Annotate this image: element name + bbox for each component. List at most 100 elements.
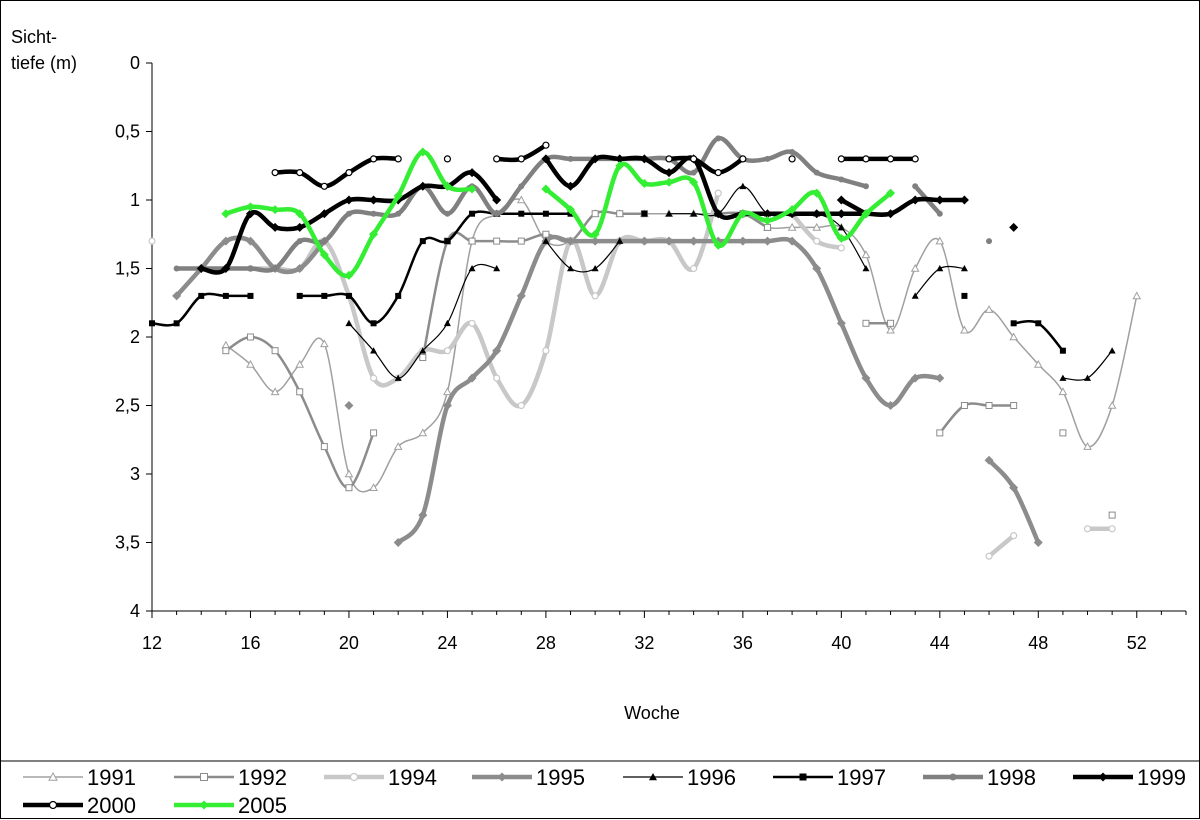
data-point: [1010, 532, 1018, 540]
data-point: [247, 265, 254, 272]
data-point: [270, 387, 280, 396]
data-point: [395, 292, 402, 299]
data-point: [468, 237, 476, 245]
data-point: [639, 154, 649, 164]
data-point: [518, 183, 525, 190]
x-tick-label: 32: [634, 633, 654, 653]
data-point: [961, 292, 968, 299]
data-point: [789, 149, 796, 156]
x-tick-label: 40: [831, 633, 851, 653]
data-point: [271, 169, 279, 177]
data-point: [172, 291, 182, 301]
series-1999: [196, 154, 1019, 275]
series-line: [545, 240, 621, 273]
data-point: [395, 210, 402, 217]
data-point: [690, 264, 698, 273]
data-point: [590, 229, 600, 239]
data-point: [1059, 374, 1067, 381]
data-point: [739, 155, 747, 163]
series-1998: [173, 135, 993, 273]
data-point: [296, 238, 303, 245]
data-point: [320, 182, 328, 190]
data-point: [246, 359, 255, 368]
data-point: [468, 265, 476, 272]
data-point: [345, 210, 352, 217]
data-point: [836, 318, 846, 328]
data-point: [986, 238, 993, 245]
y-tick-label: 3,5: [115, 533, 140, 553]
y-tick-label: 4: [130, 601, 140, 621]
series-1997: [149, 210, 1066, 354]
series-line: [395, 234, 943, 545]
series-1992: [222, 210, 1116, 519]
data-point: [714, 169, 722, 177]
legend-item-1997: 1997: [773, 765, 886, 790]
data-point: [862, 155, 870, 163]
data-point: [419, 238, 426, 245]
data-point: [272, 265, 279, 272]
legend-label: 2005: [238, 793, 287, 818]
data-point: [148, 237, 156, 245]
data-point: [443, 319, 451, 327]
data-point: [418, 181, 428, 191]
data-point: [984, 305, 994, 313]
data-point: [1083, 442, 1092, 450]
data-point: [1059, 347, 1066, 354]
legend-item-1996: 1996: [623, 765, 736, 790]
series-line: [938, 402, 1015, 435]
legend-item-2005: 2005: [174, 793, 287, 818]
data-point: [493, 237, 501, 245]
data-point: [567, 155, 574, 162]
data-point: [861, 373, 871, 383]
data-point: [370, 347, 378, 354]
data-point: [886, 401, 896, 410]
data-point: [713, 209, 723, 219]
data-point: [393, 442, 403, 450]
data-point: [149, 320, 155, 327]
data-point: [320, 443, 328, 451]
data-point: [713, 240, 723, 250]
data-point: [911, 155, 919, 163]
data-point: [542, 347, 550, 355]
series-line: [543, 154, 967, 220]
data-point: [344, 401, 354, 410]
series-2000: [271, 141, 919, 190]
data-point: [245, 236, 255, 246]
data-point: [344, 270, 354, 280]
data-point: [567, 265, 575, 272]
data-point: [419, 354, 427, 362]
data-point: [516, 195, 526, 204]
data-point: [541, 154, 551, 164]
x-tick-label: 48: [1028, 633, 1048, 653]
data-point: [665, 155, 673, 163]
data-point: [369, 195, 379, 205]
data-point: [443, 387, 452, 396]
data-point: [469, 210, 476, 217]
data-point: [271, 347, 279, 355]
data-point: [370, 210, 377, 217]
data-point: [665, 210, 673, 217]
data-point: [319, 250, 329, 260]
data-point: [664, 236, 674, 246]
legend-item-1999: 1999: [1073, 765, 1186, 790]
data-point: [690, 155, 698, 163]
data-point: [812, 222, 822, 231]
data-point: [985, 402, 993, 409]
y-tick-label: 3: [130, 464, 140, 484]
data-point: [295, 222, 305, 232]
legend-label: 1996: [687, 765, 736, 790]
series-line: [272, 155, 401, 189]
data-point: [799, 773, 807, 781]
data-point: [862, 183, 869, 190]
x-tick-label: 20: [339, 633, 359, 653]
data-point: [492, 346, 502, 356]
data-point: [649, 773, 657, 781]
data-point: [319, 209, 329, 219]
data-point: [196, 264, 206, 273]
data-point: [837, 155, 845, 163]
data-point: [517, 237, 525, 245]
data-point: [911, 292, 919, 299]
data-point: [394, 155, 402, 163]
data-point: [1010, 402, 1018, 409]
